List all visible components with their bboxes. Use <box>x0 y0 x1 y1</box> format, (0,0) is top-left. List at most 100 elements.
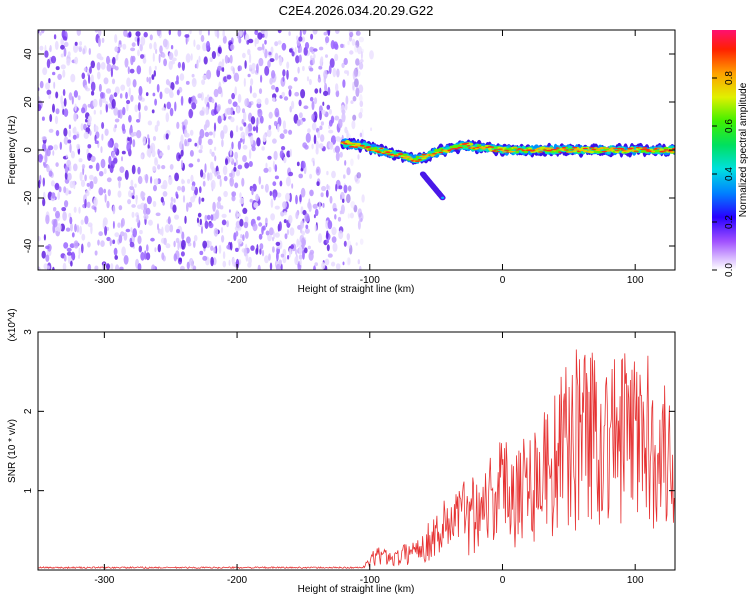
noise-speck <box>229 172 233 178</box>
noise-speck <box>109 238 112 247</box>
noise-speck <box>316 181 320 187</box>
noise-speck <box>151 149 156 158</box>
noise-speck <box>252 223 258 232</box>
noise-speck <box>312 203 318 209</box>
noise-speck <box>343 57 348 66</box>
signal-mark <box>491 150 497 152</box>
noise-speck <box>60 53 64 58</box>
noise-speck <box>170 60 175 65</box>
noise-speck <box>130 132 135 137</box>
noise-speck <box>74 223 77 233</box>
noise-speck <box>110 263 114 270</box>
noise-speck <box>190 196 196 203</box>
noise-speck <box>325 239 329 244</box>
noise-speck <box>287 85 293 90</box>
noise-speck <box>265 162 268 169</box>
noise-speck <box>239 218 244 227</box>
noise-speck <box>100 146 103 154</box>
noise-speck <box>173 253 177 262</box>
noise-speck <box>231 92 236 100</box>
noise-speck <box>243 247 248 257</box>
noise-speck <box>226 107 232 116</box>
noise-speck <box>145 173 149 184</box>
noise-speck <box>321 262 326 270</box>
noise-speck <box>85 118 88 123</box>
noise-speck <box>301 230 306 236</box>
noise-speck <box>328 64 332 75</box>
noise-speck <box>70 150 75 159</box>
noise-speck <box>283 129 288 134</box>
signal-mark <box>402 157 407 159</box>
noise-speck <box>204 214 208 223</box>
noise-speck <box>106 200 110 209</box>
noise-speck <box>165 133 169 140</box>
noise-speck <box>130 227 133 233</box>
signal-mark <box>638 147 643 149</box>
noise-speck <box>69 243 75 249</box>
noise-speck <box>57 191 61 200</box>
noise-speck <box>335 83 339 92</box>
noise-speck <box>355 87 360 97</box>
noise-speck <box>273 150 278 161</box>
noise-speck <box>203 56 208 65</box>
noise-speck <box>320 134 325 143</box>
noise-speck <box>359 107 364 114</box>
signal-mark <box>515 150 520 154</box>
noise-speck <box>333 208 338 212</box>
signal-mark <box>366 146 372 148</box>
noise-speck <box>359 100 364 108</box>
noise-speck <box>56 223 62 232</box>
noise-speck <box>181 231 185 240</box>
noise-speck <box>96 53 102 60</box>
noise-speck <box>137 166 141 175</box>
noise-speck <box>43 162 47 168</box>
noise-speck <box>219 178 222 187</box>
noise-speck <box>279 180 283 187</box>
noise-speck <box>169 224 174 233</box>
signal-mark <box>474 148 480 150</box>
noise-speck <box>312 160 315 167</box>
noise-speck <box>228 209 231 213</box>
noise-speck <box>180 134 184 144</box>
noise-speck <box>229 177 234 187</box>
noise-speck <box>327 220 333 230</box>
noise-speck <box>304 213 310 223</box>
noise-speck <box>48 145 54 151</box>
noise-speck <box>274 175 279 180</box>
noise-speck <box>267 155 272 160</box>
noise-speck <box>77 95 81 101</box>
noise-speck <box>38 104 42 112</box>
noise-speck <box>93 176 98 185</box>
noise-speck <box>337 216 342 222</box>
noise-speck <box>199 110 205 116</box>
signal-mark <box>606 150 611 152</box>
noise-speck <box>291 51 295 57</box>
noise-speck <box>103 77 109 85</box>
noise-speck <box>353 204 358 213</box>
noise-speck <box>193 240 196 248</box>
noise-speck <box>339 151 343 158</box>
noise-speck <box>45 82 50 90</box>
signal-mark <box>513 147 518 149</box>
noise-speck <box>222 35 227 44</box>
noise-speck <box>63 136 69 145</box>
spectrogram-ylabel: Frequency (Hz) <box>7 116 18 185</box>
noise-speck <box>193 39 196 47</box>
noise-speck <box>115 54 119 61</box>
noise-speck <box>237 65 242 72</box>
noise-speck <box>173 198 176 203</box>
noise-speck <box>84 215 89 225</box>
signal-mark <box>493 149 499 151</box>
noise-speck <box>73 240 79 249</box>
noise-speck <box>224 54 229 64</box>
noise-speck <box>299 194 302 203</box>
signal-mark <box>625 150 630 152</box>
noise-speck <box>352 114 357 121</box>
noise-speck <box>147 143 150 150</box>
noise-speck <box>120 231 126 236</box>
noise-speck <box>252 126 256 132</box>
signal-mark <box>419 155 425 158</box>
noise-speck <box>313 214 316 219</box>
noise-speck <box>311 143 314 150</box>
noise-speck <box>223 124 228 134</box>
